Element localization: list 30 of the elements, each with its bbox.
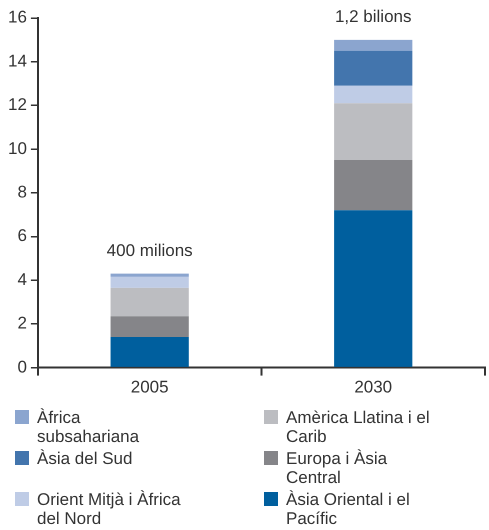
x-tick-label: 2030: [354, 377, 392, 396]
bar: [334, 160, 412, 210]
annotation: 400 milions: [106, 240, 193, 260]
y-tick-label: 0: [17, 357, 27, 376]
bar: [334, 210, 412, 367]
bar: [110, 337, 189, 367]
bar: [110, 316, 189, 338]
bar: [110, 276, 189, 288]
y-tick-label: 2: [17, 314, 27, 333]
legend-label: Àsia Oriental i el Pacífic: [286, 490, 411, 528]
y-tick-label: 6: [17, 226, 27, 246]
bar: [334, 86, 412, 104]
bar: [110, 288, 189, 316]
legend-label: Amèrica Llatina i el Carib: [286, 408, 431, 446]
annotation: 1,2 bilions: [334, 7, 412, 26]
x-tick-label: 2005: [130, 377, 169, 396]
y-tick-label: 14: [8, 51, 27, 70]
y-tick-label: 16: [8, 8, 27, 27]
y-tick-label: 8: [17, 182, 27, 202]
legend-label: Àsia del Sud: [37, 449, 132, 468]
bar: [334, 103, 412, 160]
y-tick-label: 10: [8, 138, 27, 158]
y-tick-label: 4: [17, 270, 27, 289]
y-tick-label: 12: [8, 95, 27, 114]
legend-label: Orient Mitjà i Àfrica del Nord: [37, 490, 182, 528]
legend-label: Europa i Àsia Central: [286, 449, 388, 487]
legend-label: Àfrica subsahariana: [37, 408, 140, 446]
bar: [334, 50, 412, 86]
bar: [110, 274, 189, 277]
bar: [334, 40, 412, 51]
